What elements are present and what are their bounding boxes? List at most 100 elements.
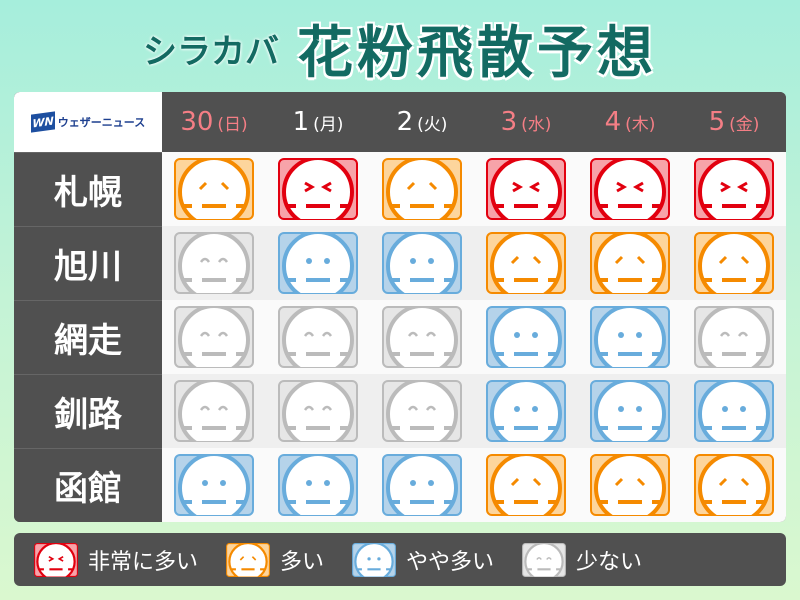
high-face-icon [590,454,670,516]
table-row: 函館 [14,448,786,522]
low-face-icon [174,232,254,294]
forecast-cell [474,374,578,448]
medium-face-icon [486,380,566,442]
medium-face-icon [174,454,254,516]
forecast-cell [162,226,266,300]
legend-label: 多い [280,549,325,575]
very-face-icon [590,158,670,220]
date-header: 4 (木) [578,92,682,152]
forecast-cell [162,374,266,448]
forecast-cell [266,448,370,522]
date-header: 30 (日) [162,92,266,152]
forecast-cell [578,152,682,226]
legend-label: 少ない [576,549,643,575]
date-weekday: (月) [313,114,344,135]
medium-face-icon [486,306,566,368]
low-face-icon [174,380,254,442]
medium-face-icon [278,454,358,516]
high-face-icon [174,158,254,220]
legend: 非常に多い 多い やや多い 少ない [14,533,786,586]
low-face-icon [522,542,566,577]
date-weekday: (火) [417,114,448,135]
city-label: 網走 [14,300,162,374]
legend-item-very: 非常に多い [34,542,199,577]
high-face-icon [486,454,566,516]
forecast-cell [474,300,578,374]
medium-face-icon [590,380,670,442]
legend-item-medium: やや多い [352,542,495,577]
high-face-icon [694,454,774,516]
table-row: 札幌 [14,152,786,226]
very-face-icon [694,158,774,220]
forecast-cell [370,300,474,374]
very-face-icon [34,542,78,577]
medium-face-icon [382,232,462,294]
forecast-cell [474,152,578,226]
forecast-cell [578,300,682,374]
table-row: 釧路 [14,374,786,448]
medium-face-icon [382,454,462,516]
forecast-cell [474,448,578,522]
date-day: 2 [396,107,414,137]
logo-mark: WN [30,111,55,133]
date-day: 1 [292,107,310,137]
legend-label: 非常に多い [88,549,199,575]
forecast-cell [266,226,370,300]
forecast-cell [266,374,370,448]
logo-text: ウェザーニュース [57,116,146,129]
city-label: 釧路 [14,374,162,448]
legend-item-low: 少ない [522,542,643,577]
date-day: 30 [180,107,214,137]
high-face-icon [486,232,566,294]
very-face-icon [486,158,566,220]
forecast-cell [370,152,474,226]
table-row: 旭川 [14,226,786,300]
high-face-icon [382,158,462,220]
date-weekday: (木) [625,114,656,135]
date-header: 2 (火) [370,92,474,152]
forecast-cell [266,152,370,226]
forecast-cell [682,226,786,300]
table-header: WN ウェザーニュース 30 (日) 1 (月) 2 (火) 3 (水) 4 (木) 5 (金) [14,92,786,152]
low-face-icon [382,380,462,442]
legend-label: やや多い [406,549,495,575]
forecast-cell [682,448,786,522]
date-header: 3 (水) [474,92,578,152]
low-face-icon [382,306,462,368]
date-header: 5 (金) [682,92,786,152]
low-face-icon [694,306,774,368]
forecast-cell [682,300,786,374]
forecast-cell [578,374,682,448]
low-face-icon [278,306,358,368]
medium-face-icon [352,542,396,577]
date-day: 4 [604,107,622,137]
high-face-icon [694,232,774,294]
date-day: 5 [708,107,726,137]
forecast-cell [682,152,786,226]
city-label: 函館 [14,448,162,522]
very-face-icon [278,158,358,220]
forecast-cell [578,226,682,300]
forecast-cell [370,226,474,300]
title-main: 花粉飛散予想 [297,21,657,86]
forecast-cell [162,152,266,226]
title-species: シラカバ [143,32,279,72]
forecast-cell [578,448,682,522]
date-day: 3 [500,107,518,137]
high-face-icon [590,232,670,294]
weathernews-logo: WN ウェザーニュース [14,92,162,152]
table-row: 網走 [14,300,786,374]
city-label: 旭川 [14,226,162,300]
medium-face-icon [278,232,358,294]
forecast-cell [162,300,266,374]
forecast-cell [682,374,786,448]
medium-face-icon [694,380,774,442]
forecast-cell [266,300,370,374]
forecast-cell [370,374,474,448]
low-face-icon [174,306,254,368]
medium-face-icon [590,306,670,368]
forecast-cell [162,448,266,522]
date-header: 1 (月) [266,92,370,152]
low-face-icon [278,380,358,442]
legend-item-high: 多い [226,542,325,577]
